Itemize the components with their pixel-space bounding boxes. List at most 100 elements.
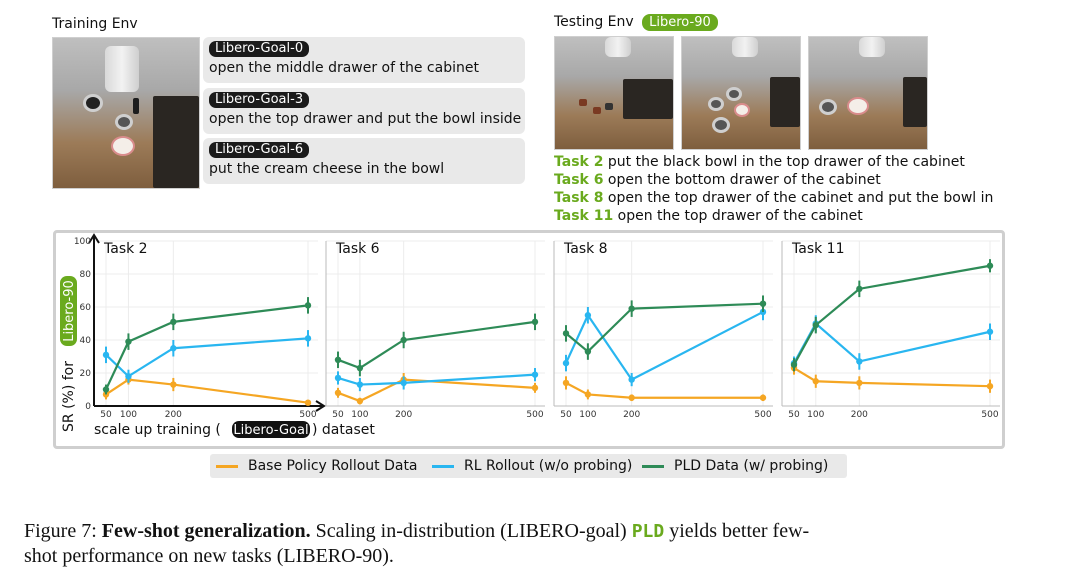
testing-task-line: Task 2 put the black bowl in the top dra… — [554, 154, 965, 170]
y-tick-label: 0 — [85, 402, 91, 412]
testing-task-id: Task 11 — [554, 208, 614, 224]
legend-label: PLD Data (w/ probing) — [674, 458, 829, 474]
x-axis-badge-text: Libero-Goal — [233, 423, 308, 438]
data-point-base — [562, 379, 570, 387]
x-tick-label: 50 — [560, 410, 572, 420]
data-point-pld — [584, 348, 592, 355]
series-line-rl — [105, 337, 309, 378]
training-task-text: open the middle drawer of the cabinet — [209, 60, 479, 76]
testing-task-line: Task 11 open the top drawer of the cabin… — [554, 208, 863, 224]
training-task-card: Libero-Goal-6 put the cream cheese in th… — [203, 138, 525, 184]
testing-env-header: Testing Env Libero-90 — [554, 14, 718, 31]
caption-bold: Few-shot generalization. — [101, 520, 311, 542]
data-point-base — [628, 394, 635, 401]
caption-text-b: yields better few- — [669, 520, 810, 542]
panel-title: Task 11 — [791, 241, 844, 257]
data-point-base — [856, 379, 863, 387]
chart-panel-task: 50 100 200 500 Task 6 — [325, 240, 545, 420]
x-tick-label: 50 — [332, 410, 344, 420]
data-point-rl — [304, 335, 312, 342]
chart-panel-task: 50 100 200 500 Task 8 — [553, 240, 773, 420]
x-tick-label: 50 — [788, 410, 800, 420]
data-point-pld — [856, 285, 863, 293]
series-line-base — [105, 378, 309, 404]
data-point-rl — [584, 312, 592, 319]
x-axis-label-prefix: scale up training ( — [94, 422, 221, 438]
data-point-rl — [531, 371, 539, 378]
testing-task-text: put the black bowl in the top drawer of … — [607, 154, 965, 170]
y-tick-label: 60 — [80, 303, 92, 313]
testing-task-id: Task 2 — [554, 154, 604, 170]
x-tick-label: 500 — [981, 410, 998, 420]
series-line-base — [565, 381, 763, 399]
testing-task-text: open the top drawer of the cabinet and p… — [607, 190, 994, 206]
testing-task-id: Task 8 — [554, 190, 604, 206]
x-axis-label: scale up training ( Libero-Goal ) datase… — [94, 421, 375, 438]
data-point-pld — [102, 386, 110, 393]
testing-task-text: open the top drawer of the cabinet — [617, 208, 863, 224]
x-tick-label: 100 — [351, 410, 368, 420]
training-env-title: Training Env — [52, 16, 138, 32]
data-point-pld — [562, 330, 570, 337]
x-tick-label: 100 — [579, 410, 596, 420]
y-axis-badge-bg — [60, 276, 77, 346]
x-tick-label: 100 — [120, 410, 137, 420]
testing-env-image — [554, 36, 674, 150]
data-point-pld — [125, 338, 132, 345]
chart-panel-task: 0 20 40 60 80 100 50 100 200 500 Task 2 — [74, 233, 326, 420]
panel-title: Task 2 — [103, 241, 148, 257]
data-point-rl — [125, 373, 132, 380]
panel-title: Task 6 — [335, 241, 380, 257]
caption-prefix: Figure 7: — [24, 520, 97, 542]
y-axis-label: SR (%) for Libero-90 — [60, 276, 77, 432]
legend-swatch-rl — [432, 464, 454, 468]
legend-swatch-pld — [642, 464, 664, 468]
x-tick-label: 200 — [851, 410, 868, 420]
series-line-pld — [565, 302, 764, 354]
x-tick-label: 200 — [395, 410, 412, 420]
data-point-pld — [628, 305, 635, 312]
data-point-rl — [400, 379, 407, 387]
y-tick-label: 20 — [80, 369, 92, 379]
training-task-text: put the cream cheese in the bowl — [209, 161, 445, 177]
series-line-pld — [337, 320, 536, 370]
data-point-base — [356, 397, 364, 405]
legend-item-base: Base Policy Rollout Data — [216, 454, 418, 478]
training-task-card: Libero-Goal-0 open the middle drawer of … — [203, 37, 525, 83]
data-point-base — [170, 381, 177, 388]
y-tick-label: 40 — [80, 336, 92, 346]
series-line-rl — [564, 310, 764, 382]
data-point-rl — [628, 376, 635, 383]
figure-caption-line2: shot performance on new tasks (LIBERO-90… — [24, 545, 394, 567]
x-tick-label: 500 — [299, 410, 316, 420]
data-point-base — [531, 384, 539, 392]
data-point-base — [304, 399, 312, 406]
training-env-image — [52, 37, 200, 189]
data-point-base — [812, 378, 819, 385]
x-axis-label-suffix: ) dataset — [312, 422, 375, 438]
y-tick-label: 80 — [80, 270, 92, 280]
training-task-text: open the top drawer and put the bowl ins… — [209, 111, 522, 127]
data-point-pld — [759, 300, 767, 307]
x-tick-label: 500 — [754, 410, 771, 420]
legend-label: RL Rollout (w/o probing) — [464, 458, 633, 474]
data-point-pld — [531, 318, 539, 326]
testing-task-line: Task 6 open the bottom drawer of the cab… — [554, 172, 881, 188]
y-axis-arrow — [88, 233, 100, 244]
x-tick-label: 50 — [100, 410, 112, 420]
testing-env-title: Testing Env — [554, 14, 634, 30]
data-point-pld — [304, 302, 312, 309]
x-tick-label: 200 — [165, 410, 182, 420]
series-line-rl — [337, 373, 536, 386]
data-point-rl — [856, 358, 863, 365]
x-axis-badge-bg — [232, 421, 310, 438]
x-tick-label: 200 — [623, 410, 640, 420]
data-point-base — [584, 391, 592, 398]
data-point-base — [759, 394, 767, 401]
x-tick-label: 500 — [526, 410, 543, 420]
data-point-pld — [356, 364, 364, 372]
legend-item-rl: RL Rollout (w/o probing) — [432, 454, 632, 478]
legend-label: Base Policy Rollout Data — [248, 458, 418, 474]
data-point-rl — [170, 345, 177, 352]
testing-env-image — [808, 36, 928, 150]
